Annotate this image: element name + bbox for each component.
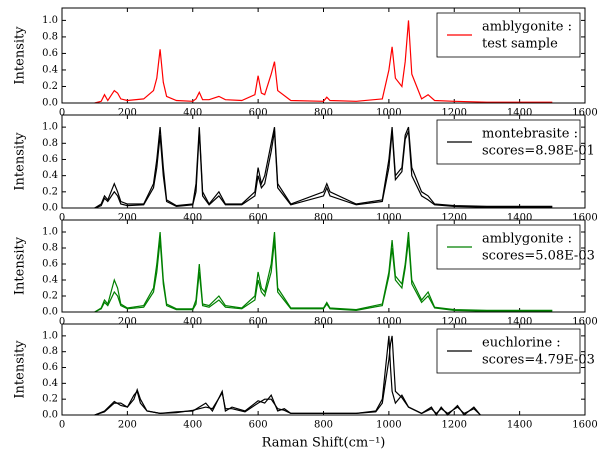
y-tick-label: 0.0	[42, 307, 58, 318]
legend-label: amblygonite :	[482, 232, 572, 247]
x-tick-label: 800	[314, 317, 333, 328]
plot-frame	[61, 7, 586, 104]
x-tick-label: 1000	[376, 317, 401, 328]
x-tick-label: 800	[314, 108, 333, 119]
spectrum-line	[94, 20, 553, 104]
x-tick-label: 1000	[376, 108, 401, 119]
y-tick-label: 0.6	[42, 259, 58, 270]
x-tick-label: 0	[59, 108, 65, 119]
y-tick-label: 0.8	[42, 31, 58, 42]
x-tick-label: 1200	[442, 420, 467, 431]
x-tick-label: 600	[249, 317, 268, 328]
y-tick-label: 0.4	[42, 170, 58, 181]
legend-label: montebrasite :	[482, 127, 578, 142]
spectrum-line	[94, 239, 553, 313]
y-tick-label: 0.8	[42, 243, 58, 254]
y-tick-label: 0.6	[42, 154, 58, 165]
x-tick-label: 800	[314, 420, 333, 431]
y-tick-label: 0.0	[42, 410, 58, 421]
x-tick-label: 1200	[442, 108, 467, 119]
x-tick-label: 1200	[442, 317, 467, 328]
x-tick-label: 200	[118, 213, 137, 224]
x-axis-label: Raman Shift(cm⁻¹)	[262, 436, 386, 451]
y-tick-label: 0.0	[42, 203, 58, 214]
spectrum-line	[94, 231, 553, 313]
x-tick-label: 1000	[376, 213, 401, 224]
legend-label: amblygonite :	[482, 20, 572, 35]
y-tick-label: 0.8	[42, 138, 58, 149]
x-tick-label: 400	[183, 420, 202, 431]
x-tick-label: 1600	[572, 108, 597, 119]
x-tick-label: 1200	[442, 213, 467, 224]
y-tick-label: 1.0	[42, 330, 58, 341]
y-tick-label: 0.4	[42, 275, 58, 286]
legend-note: test sample	[482, 37, 558, 52]
legend-note: scores=4.79E-03	[482, 353, 595, 368]
x-tick-label: 600	[249, 108, 268, 119]
legend-note: scores=8.98E-01	[482, 144, 595, 159]
x-tick-label: 400	[183, 213, 202, 224]
spectrum-line	[94, 126, 553, 209]
x-tick-label: 1400	[507, 108, 532, 119]
y-tick-label: 0.4	[42, 378, 58, 389]
x-tick-label: 600	[249, 420, 268, 431]
y-tick-label: 1.0	[42, 227, 58, 238]
y-axis-label: Intensity	[13, 132, 28, 191]
spectrum-line	[94, 130, 553, 209]
y-tick-label: 1.0	[42, 15, 58, 26]
x-tick-label: 1600	[572, 420, 597, 431]
y-tick-label: 0.2	[42, 394, 58, 405]
x-tick-label: 0	[59, 213, 65, 224]
legend-note: scores=5.08E-03	[482, 249, 595, 264]
plot-frame	[61, 323, 586, 416]
x-tick-label: 1400	[507, 317, 532, 328]
x-tick-label: 0	[59, 420, 65, 431]
x-tick-label: 800	[314, 213, 333, 224]
x-tick-label: 400	[183, 317, 202, 328]
y-tick-label: 0.6	[42, 362, 58, 373]
x-tick-label: 200	[118, 108, 137, 119]
x-tick-label: 1400	[507, 213, 532, 224]
y-tick-label: 0.0	[42, 98, 58, 109]
y-axis-label: Intensity	[13, 236, 28, 295]
spectrum-line	[94, 335, 481, 416]
spectrum-line	[94, 335, 481, 417]
x-tick-label: 0	[59, 317, 65, 328]
y-axis-label: Intensity	[13, 340, 28, 399]
plot-frame	[61, 114, 586, 209]
y-tick-label: 0.2	[42, 81, 58, 92]
x-tick-label: 1600	[572, 317, 597, 328]
x-tick-label: 200	[118, 420, 137, 431]
y-tick-label: 0.2	[42, 186, 58, 197]
y-tick-label: 1.0	[42, 122, 58, 133]
y-tick-label: 0.4	[42, 64, 58, 75]
x-tick-label: 1600	[572, 213, 597, 224]
x-tick-label: 1400	[507, 420, 532, 431]
x-tick-label: 400	[183, 108, 202, 119]
legend-label: euchlorine :	[482, 336, 561, 351]
x-tick-label: 600	[249, 213, 268, 224]
y-tick-label: 0.2	[42, 291, 58, 302]
y-tick-label: 0.6	[42, 48, 58, 59]
x-tick-label: 200	[118, 317, 137, 328]
y-tick-label: 0.8	[42, 346, 58, 357]
x-tick-label: 1000	[376, 420, 401, 431]
y-axis-label: Intensity	[13, 26, 28, 85]
plot-frame	[61, 219, 586, 313]
